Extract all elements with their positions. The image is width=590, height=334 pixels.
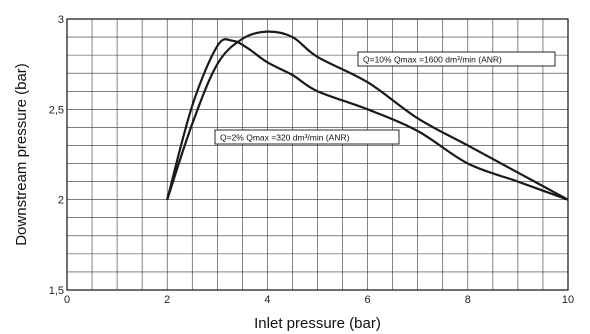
y-tick-label: 2 <box>58 195 64 207</box>
callout-box-1 <box>357 51 556 67</box>
y-tick-labels: 1,5 2 2,5 3 <box>49 14 64 297</box>
y-tick-label: 3 <box>58 14 64 26</box>
series-line-2 <box>166 38 569 201</box>
x-axis-label: Inlet pressure (bar) <box>254 315 381 332</box>
callout-label-1: Q=10% Qmax =1600 dm³/min (ANR) <box>363 55 502 65</box>
x-tick-labels: 0 2 4 6 8 10 <box>64 294 574 306</box>
y-tick-label: 2,5 <box>49 104 64 116</box>
y-tick-label: 1,5 <box>49 285 64 297</box>
x-tick-label: 8 <box>465 294 471 306</box>
x-tick-label: 0 <box>64 294 70 306</box>
y-axis-label: Downstream pressure (bar) <box>13 63 30 246</box>
callout-box-2 <box>214 129 400 145</box>
x-tick-label: 2 <box>164 294 170 306</box>
callout-label-2: Q=2% Qmax =320 dm³/min (ANR) <box>220 133 350 143</box>
series-group <box>166 30 569 201</box>
series-line-1 <box>166 30 569 201</box>
x-tick-label: 6 <box>365 294 371 306</box>
callouts: Q=10% Qmax =1600 dm³/min (ANR) Q=2% Qmax … <box>214 51 556 145</box>
x-tick-label: 4 <box>264 294 270 306</box>
x-tick-label: 10 <box>562 294 574 306</box>
plot-frame <box>66 18 569 291</box>
